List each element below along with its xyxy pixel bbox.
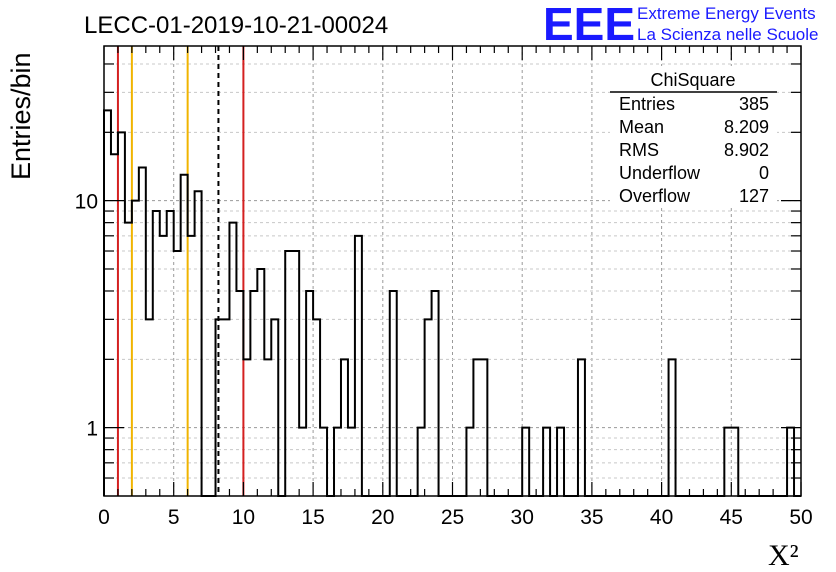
stats-value: 385	[739, 94, 769, 114]
histogram-bin	[432, 291, 439, 496]
x-tick-label: 30	[511, 506, 534, 529]
y-axis-title: Entries/bin	[6, 52, 36, 180]
stats-name: ChiSquare	[650, 70, 735, 90]
tick-labels: 0 5 10 15 20 25 30 35 40 45 50 1 10	[75, 191, 813, 529]
x-tick-label: 15	[301, 506, 324, 529]
histogram-bin	[292, 251, 299, 496]
histogram-bin	[222, 319, 229, 496]
stats-label: Overflow	[619, 186, 691, 206]
x-tick-label: 50	[789, 506, 812, 529]
y-tick-label: 1	[86, 418, 98, 441]
histogram-bin	[285, 251, 292, 496]
stats-value: 8.902	[724, 140, 769, 160]
histogram-bin	[111, 154, 118, 496]
eee-logo: EEE Extreme Energy Events La Scienza nel…	[543, 0, 818, 50]
stats-value: 0	[759, 163, 769, 183]
y-tick-label: 10	[75, 191, 98, 214]
x-tick-label: 25	[441, 506, 464, 529]
histogram-bin	[313, 319, 320, 496]
stats-value: 8.209	[724, 117, 769, 137]
histogram-bin	[118, 132, 125, 496]
stats-label: RMS	[619, 140, 659, 160]
histogram-bin	[257, 269, 264, 496]
x-axis-title: X²	[768, 539, 799, 572]
x-tick-label: 10	[232, 506, 255, 529]
histogram-bin	[167, 211, 174, 496]
stats-box: ChiSquare Entries 385 Mean 8.209 RMS 8.902 Und…	[610, 66, 777, 206]
chart-title: LECC-01-2019-10-21-00024	[84, 12, 388, 39]
histogram-bin	[153, 211, 160, 496]
histogram-bin	[188, 236, 195, 496]
histogram-bin	[390, 291, 397, 496]
axes	[103, 45, 802, 497]
x-tick-label: 0	[98, 506, 110, 529]
eee-logo-mark: EEE	[543, 0, 635, 50]
eee-logo-line1: Extreme Energy Events	[637, 4, 816, 23]
x-tick-label: 20	[371, 506, 394, 529]
eee-logo-line2: La Scienza nelle Scuole	[637, 25, 818, 44]
x-tick-label: 40	[650, 506, 673, 529]
stats-box-background	[610, 66, 777, 206]
histogram-bin	[160, 236, 167, 496]
stats-label: Mean	[619, 117, 664, 137]
histogram-bin	[139, 167, 146, 496]
reference-lines	[116, 46, 245, 496]
x-tick-label: 45	[720, 506, 743, 529]
histogram-bin	[132, 201, 139, 496]
histogram-bin	[250, 291, 257, 496]
stats-label: Underflow	[619, 163, 701, 183]
histogram-bin	[271, 319, 278, 496]
histogram-bin	[236, 291, 243, 496]
stats-rows: Entries 385 Mean 8.209 RMS 8.902 Underflow 0 Ove…	[619, 94, 769, 206]
histogram-bin	[355, 236, 362, 496]
x-tick-label: 5	[168, 506, 180, 529]
stats-label: Entries	[619, 94, 675, 114]
x-tick-label: 35	[580, 506, 603, 529]
histogram-bin	[174, 251, 181, 496]
histogram-bin	[425, 319, 432, 496]
stats-value: 127	[739, 186, 769, 206]
histogram-bin	[306, 291, 313, 496]
histogram-bin	[146, 319, 153, 496]
histogram-bin	[195, 191, 202, 496]
